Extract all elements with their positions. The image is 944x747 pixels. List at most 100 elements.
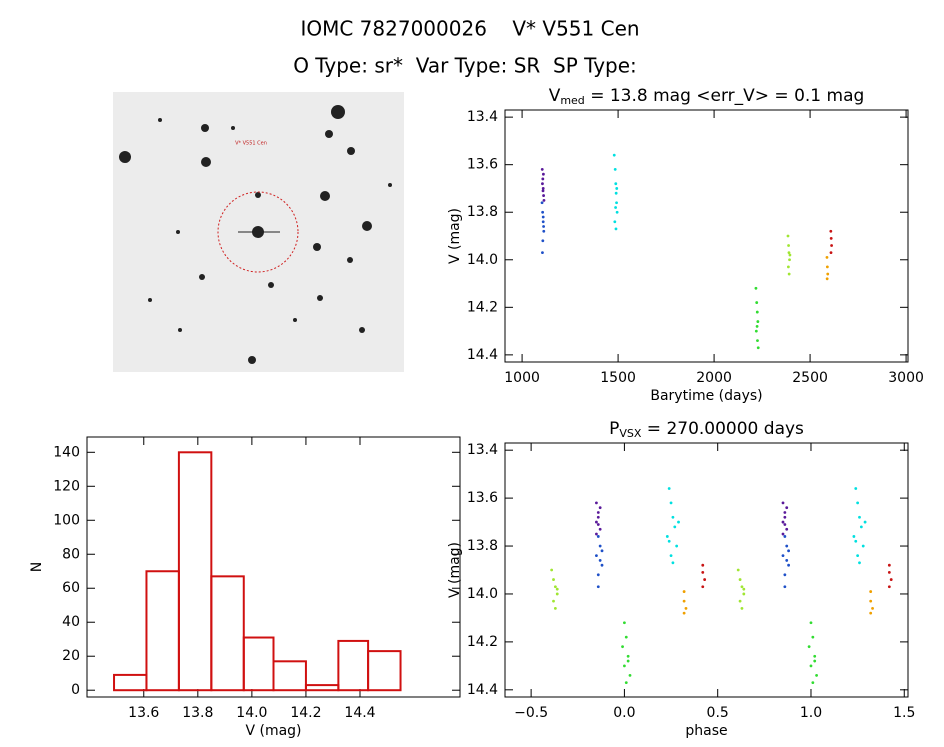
stars bbox=[119, 105, 392, 364]
point bbox=[786, 234, 790, 238]
point bbox=[829, 236, 833, 240]
point bbox=[783, 535, 787, 538]
y-tick-label: 60 bbox=[62, 580, 80, 596]
point bbox=[615, 187, 619, 190]
point bbox=[781, 501, 785, 505]
point bbox=[541, 239, 545, 243]
y-tick-label: 13.6 bbox=[467, 490, 498, 506]
point bbox=[826, 272, 830, 276]
point bbox=[785, 559, 789, 562]
x-tick-label: 13.6 bbox=[128, 705, 159, 721]
x-tick-label: 1.5 bbox=[893, 705, 915, 721]
point bbox=[755, 324, 759, 328]
point bbox=[701, 563, 705, 567]
title: IOMC 7827000026 V* V551 Cen bbox=[300, 17, 639, 41]
point bbox=[861, 544, 865, 548]
x-tick-label: 1.0 bbox=[800, 705, 822, 721]
point bbox=[669, 501, 673, 505]
point bbox=[813, 659, 817, 663]
point bbox=[684, 606, 688, 610]
point bbox=[595, 532, 598, 536]
point bbox=[738, 578, 742, 581]
point bbox=[621, 645, 624, 649]
point bbox=[614, 206, 617, 209]
point bbox=[598, 506, 602, 510]
point bbox=[626, 654, 630, 658]
point bbox=[858, 515, 861, 519]
point bbox=[754, 329, 758, 333]
point bbox=[787, 251, 791, 255]
point bbox=[887, 570, 891, 574]
point bbox=[825, 255, 829, 259]
hist-bar bbox=[304, 684, 340, 692]
hist-bar bbox=[113, 673, 148, 692]
point bbox=[540, 168, 544, 171]
x-tick-label: 2000 bbox=[696, 370, 732, 386]
point bbox=[541, 251, 544, 255]
y-tick-label: 0 bbox=[71, 682, 80, 698]
hist-bar bbox=[145, 570, 180, 692]
point bbox=[783, 515, 787, 519]
point bbox=[596, 515, 600, 519]
point bbox=[541, 177, 545, 181]
point bbox=[783, 585, 787, 589]
point bbox=[825, 265, 829, 269]
plot-frame bbox=[504, 442, 909, 698]
y-tick-label: 20 bbox=[62, 648, 80, 664]
x-tick-label: 14.0 bbox=[236, 705, 267, 721]
point bbox=[856, 554, 860, 558]
chart-title: PVSX = 270.00000 days bbox=[609, 419, 804, 440]
hist-bar bbox=[242, 636, 275, 692]
point bbox=[701, 585, 705, 589]
point bbox=[595, 520, 598, 524]
point bbox=[829, 251, 833, 255]
point bbox=[624, 681, 628, 685]
point bbox=[614, 227, 618, 231]
point bbox=[596, 511, 600, 514]
point bbox=[742, 592, 746, 596]
point bbox=[598, 544, 602, 548]
point bbox=[671, 515, 675, 519]
image-label: V* V551 Cen bbox=[235, 141, 267, 147]
title-part: med bbox=[560, 94, 584, 107]
title-part: V bbox=[549, 86, 561, 106]
y-tick-label: 14.4 bbox=[467, 347, 498, 363]
point bbox=[856, 501, 860, 505]
point bbox=[673, 525, 677, 529]
x-tick-label: 14.2 bbox=[290, 705, 321, 721]
plot-frame bbox=[86, 436, 461, 698]
point bbox=[889, 578, 893, 581]
point bbox=[785, 506, 789, 510]
point bbox=[783, 511, 787, 514]
point bbox=[783, 573, 787, 577]
point bbox=[755, 310, 759, 314]
point bbox=[552, 599, 555, 603]
x-tick-label: 1500 bbox=[600, 370, 636, 386]
x-tick-label: 0.5 bbox=[707, 705, 729, 721]
title-part: = 270.00000 days bbox=[641, 419, 804, 439]
y-tick-label: 120 bbox=[53, 478, 80, 494]
point bbox=[854, 539, 858, 543]
point bbox=[555, 587, 559, 591]
point bbox=[859, 525, 863, 529]
point bbox=[830, 244, 833, 247]
point bbox=[703, 578, 707, 581]
point bbox=[542, 229, 546, 233]
point bbox=[555, 592, 559, 596]
point bbox=[682, 590, 686, 593]
point bbox=[542, 225, 545, 228]
point bbox=[596, 535, 600, 538]
point bbox=[863, 520, 867, 524]
point bbox=[542, 198, 546, 202]
point bbox=[541, 172, 545, 176]
point bbox=[600, 549, 604, 553]
point bbox=[736, 568, 740, 572]
hist-bar bbox=[272, 660, 307, 692]
point bbox=[596, 523, 600, 526]
point bbox=[785, 527, 789, 531]
point bbox=[756, 339, 759, 343]
point bbox=[623, 664, 626, 668]
point bbox=[612, 153, 616, 157]
y-tick-label: 13.8 bbox=[467, 538, 498, 554]
point bbox=[754, 286, 758, 290]
